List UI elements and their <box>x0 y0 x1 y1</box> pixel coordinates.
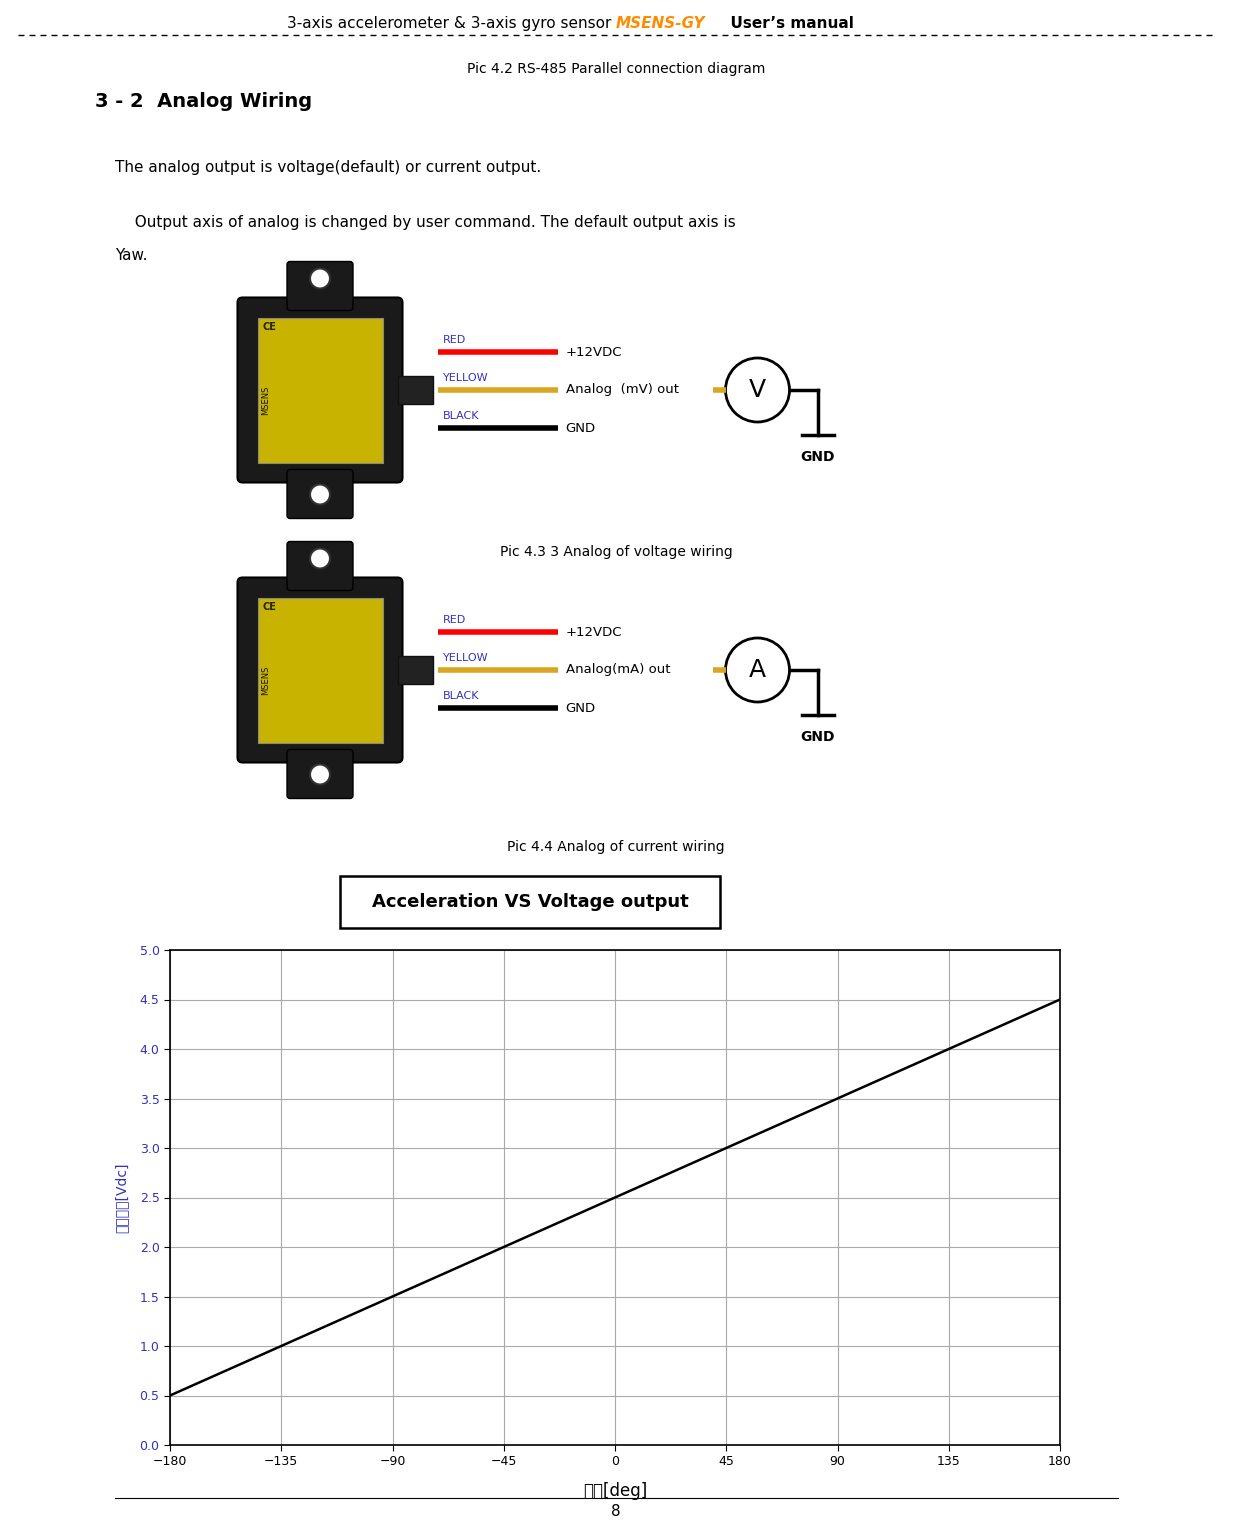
Circle shape <box>725 357 789 422</box>
Text: GND: GND <box>566 701 596 715</box>
Bar <box>340 876 720 928</box>
Text: 8: 8 <box>612 1503 620 1519</box>
Text: CE: CE <box>263 603 276 612</box>
Text: V: V <box>748 377 766 402</box>
Text: 3-axis accelerometer & 3-axis gyro sensor: 3-axis accelerometer & 3-axis gyro senso… <box>287 15 616 31</box>
Circle shape <box>309 485 330 505</box>
Text: MSENS-GY: MSENS-GY <box>616 15 705 31</box>
Bar <box>258 318 382 462</box>
Text: YELLOW: YELLOW <box>443 653 488 663</box>
Text: YELLOW: YELLOW <box>443 373 488 384</box>
Text: Pic 4.4 Analog of current wiring: Pic 4.4 Analog of current wiring <box>507 841 725 854</box>
Text: +12VDC: +12VDC <box>566 626 621 638</box>
FancyBboxPatch shape <box>287 469 353 518</box>
Bar <box>258 598 382 742</box>
Text: User’s manual: User’s manual <box>720 15 854 31</box>
Text: The analog output is voltage(default) or current output.: The analog output is voltage(default) or… <box>115 160 541 175</box>
Text: 3 - 2  Analog Wiring: 3 - 2 Analog Wiring <box>95 92 312 110</box>
Text: Analog  (mV) out: Analog (mV) out <box>566 384 678 396</box>
Text: GND: GND <box>566 422 596 434</box>
X-axis label: 각도[deg]: 각도[deg] <box>583 1482 647 1500</box>
Text: MSENS: MSENS <box>261 385 270 414</box>
Circle shape <box>309 268 330 288</box>
FancyBboxPatch shape <box>287 261 353 310</box>
Text: Pic 4.3 3 Analog of voltage wiring: Pic 4.3 3 Analog of voltage wiring <box>499 545 732 558</box>
Text: Yaw.: Yaw. <box>115 249 148 262</box>
Text: Analog(mA) out: Analog(mA) out <box>566 664 670 676</box>
Text: BLACK: BLACK <box>443 690 478 701</box>
Text: GND: GND <box>800 730 835 744</box>
Y-axis label: 출력전압[Vdc]: 출력전압[Vdc] <box>115 1163 128 1233</box>
FancyBboxPatch shape <box>287 542 353 591</box>
FancyBboxPatch shape <box>238 298 402 483</box>
FancyBboxPatch shape <box>287 750 353 799</box>
Bar <box>397 657 433 684</box>
Text: MSENS: MSENS <box>261 666 270 695</box>
Text: +12VDC: +12VDC <box>566 345 621 359</box>
Text: RED: RED <box>443 615 466 624</box>
Text: RED: RED <box>443 334 466 345</box>
Circle shape <box>725 638 789 703</box>
Text: A: A <box>748 658 766 683</box>
Text: Acceleration VS Voltage output: Acceleration VS Voltage output <box>371 893 688 911</box>
Text: GND: GND <box>800 449 835 463</box>
Text: CE: CE <box>263 322 276 333</box>
Text: Pic 4.2 RS-485 Parallel connection diagram: Pic 4.2 RS-485 Parallel connection diagr… <box>467 61 766 77</box>
FancyBboxPatch shape <box>238 577 402 762</box>
Circle shape <box>309 549 330 569</box>
Text: Output axis of analog is changed by user command. The default output axis is: Output axis of analog is changed by user… <box>125 215 736 230</box>
Text: BLACK: BLACK <box>443 411 478 420</box>
Circle shape <box>309 764 330 784</box>
Bar <box>397 376 433 403</box>
